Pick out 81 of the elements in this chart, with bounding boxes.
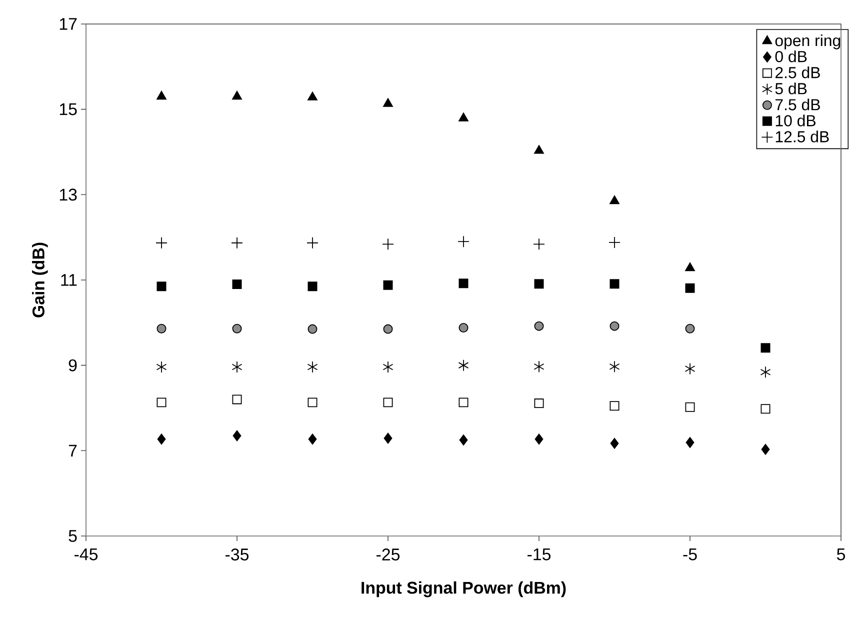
point [232,394,242,404]
legend-label: 5 dB [775,82,807,94]
x-tick-label: -45 [74,548,98,560]
y-tick-label: 15 [60,103,77,116]
point [308,282,318,292]
point [534,434,544,445]
y-tick-label: 9 [68,359,77,372]
point [308,324,318,334]
point [458,236,470,248]
point [534,279,544,289]
x-tick-label: 5 [836,548,845,560]
point [458,323,468,333]
point [231,236,243,249]
point [760,343,770,353]
point [232,90,242,100]
point [610,401,620,411]
point [383,280,393,290]
point [610,279,620,289]
x-tick-label: -35 [226,548,249,561]
point [458,398,468,408]
point [534,321,544,331]
point [610,321,620,331]
point [156,236,168,249]
point [458,278,468,288]
point [761,444,770,455]
x-tick-label: -25 [376,548,400,561]
point [157,434,166,445]
point [760,366,771,378]
point [684,362,696,375]
point [685,402,695,412]
point [685,324,695,334]
point [458,359,469,372]
legend-label: 12.5 dB [776,130,829,142]
point [534,360,544,373]
point [609,360,620,373]
point [534,398,544,408]
point [232,324,242,334]
legend-label: 10 dB [776,114,816,126]
legend-label: open ring [775,34,840,50]
point [382,361,394,373]
legend-label: 7.5 dB [776,98,820,110]
y-tick-label: 7 [68,444,77,456]
point [308,398,318,408]
point [610,195,620,204]
point [156,398,166,408]
point [760,404,770,414]
point [459,434,468,446]
point [685,262,695,272]
point [533,238,545,250]
point [608,236,620,248]
y-axis-title: Gain (dB) [32,242,48,318]
x-tick-label: -5 [683,548,697,560]
point [458,112,468,122]
x-axis-title: Input Signal Power (dBm) [362,581,566,598]
y-tick-label: 5 [68,530,77,542]
x-tick-label: -15 [528,548,551,560]
legend-label: 2.5 dB [775,66,820,78]
point [382,238,394,250]
point [307,361,318,373]
point [383,98,393,107]
point [534,145,544,154]
point [232,280,242,289]
point [384,432,392,444]
point [610,438,619,449]
point [156,324,166,334]
point [232,361,242,373]
y-tick-label: 13 [60,188,77,201]
point [308,434,317,445]
point [383,398,393,408]
point [232,430,242,442]
y-tick-label: 17 [60,18,77,30]
point [686,437,694,448]
point [308,92,318,100]
y-tick-label: 11 [61,274,77,286]
legend-label: 0 dB [775,50,807,62]
point [685,283,695,293]
point [383,324,393,334]
point [156,361,167,373]
point [156,90,166,100]
point [156,282,166,292]
point [306,236,318,249]
